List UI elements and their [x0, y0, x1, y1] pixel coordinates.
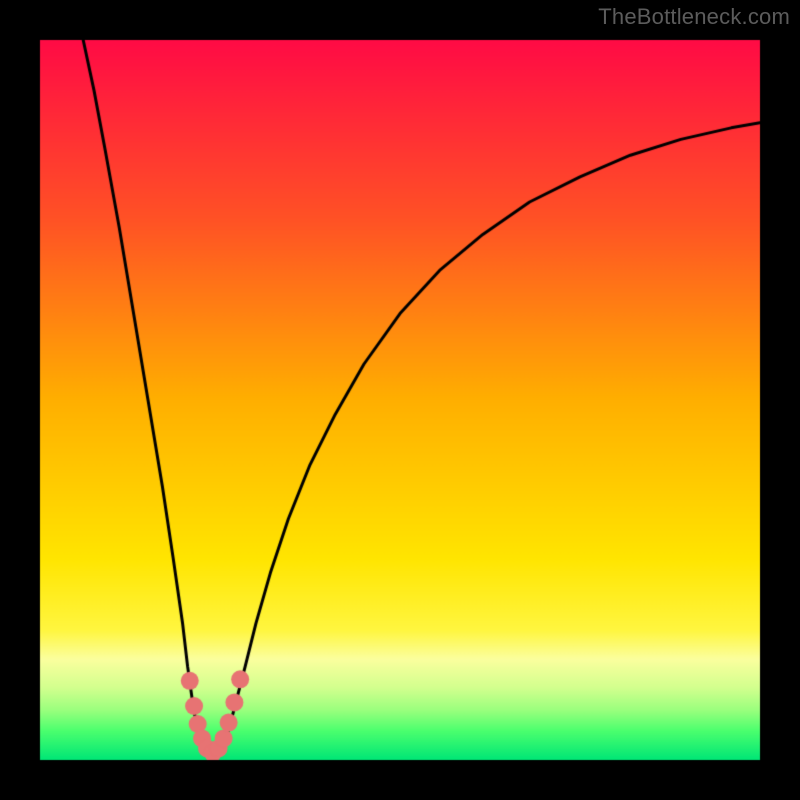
chart-container: TheBottleneck.com — [0, 0, 800, 800]
bottleneck-curve-chart — [0, 0, 800, 800]
watermark-text: TheBottleneck.com — [598, 4, 790, 30]
